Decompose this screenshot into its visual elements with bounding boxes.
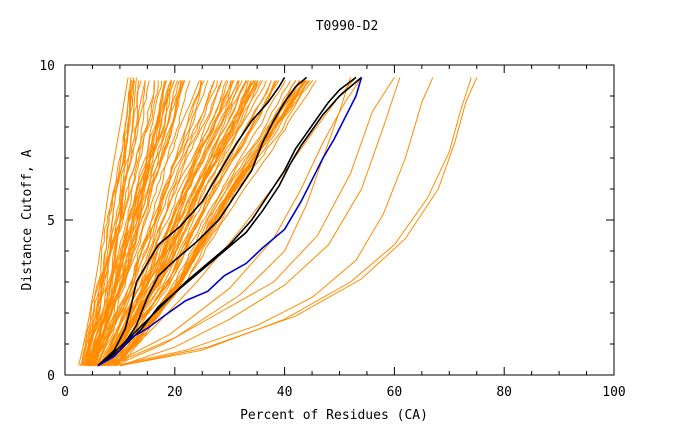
background-series-line (116, 80, 301, 367)
background-series-line (84, 80, 156, 366)
x-tick-label: 0 (61, 385, 69, 400)
background-series-line (91, 80, 178, 366)
background-series-line (86, 80, 155, 366)
plot-area (78, 76, 478, 367)
outlier-series-line (108, 77, 362, 367)
outlier-series-line (119, 77, 401, 367)
background-series-line (100, 80, 223, 366)
background-series-line (91, 80, 186, 366)
background-series-line (101, 80, 314, 367)
background-series-line (114, 80, 297, 367)
background-series-line (111, 80, 272, 366)
outlier-series-line (108, 77, 351, 367)
background-series-line (86, 80, 163, 366)
outlier-series-line (119, 77, 478, 367)
background-series-line (89, 80, 173, 366)
y-tick-label: 10 (39, 59, 55, 74)
outlier-series-line (78, 77, 129, 366)
x-tick-label: 40 (277, 385, 293, 400)
background-series-line (96, 80, 203, 366)
x-axis-ticks: 0 20 40 60 80 100 (61, 65, 626, 400)
background-series-line (89, 80, 286, 367)
background-series-line (87, 80, 159, 366)
background-series-line (94, 80, 202, 366)
x-tick-label: 100 (602, 385, 625, 400)
outlier-series-line (86, 77, 137, 366)
background-series-line (100, 80, 317, 367)
background-series-line (107, 80, 305, 367)
outlier-series-line (81, 77, 132, 366)
x-tick-label: 20 (167, 385, 183, 400)
background-series-line (98, 80, 218, 366)
outlier-series-line (119, 77, 472, 367)
background-series-line (83, 80, 140, 366)
background-series-line (88, 80, 243, 367)
background-series-line (104, 80, 240, 367)
highlight-series-black (97, 76, 363, 367)
x-tick-label: 60 (387, 385, 403, 400)
y-tick-label: 5 (47, 214, 55, 229)
highlight-series-black (97, 76, 286, 367)
background-series-line (92, 80, 191, 366)
highlight-series-blue (97, 77, 363, 367)
background-series-line (83, 80, 142, 366)
outlier-series-line (92, 77, 135, 366)
y-axis-label: Distance Cutoff, A (20, 149, 35, 290)
y-axis-ticks: 0 5 10 (39, 59, 614, 384)
background-series-line (92, 80, 184, 366)
x-axis-label: Percent of Residues (CA) (240, 408, 428, 423)
chart-title: T0990-D2 (316, 19, 379, 34)
highlight-series-black (97, 76, 308, 367)
y-tick-label: 0 (47, 369, 55, 384)
background-series-line (103, 80, 280, 367)
x-tick-label: 80 (496, 385, 512, 400)
background-series-line (89, 80, 264, 367)
background-series-line (100, 80, 233, 367)
background-series-line (99, 80, 215, 366)
outlier-series-line (114, 77, 434, 367)
